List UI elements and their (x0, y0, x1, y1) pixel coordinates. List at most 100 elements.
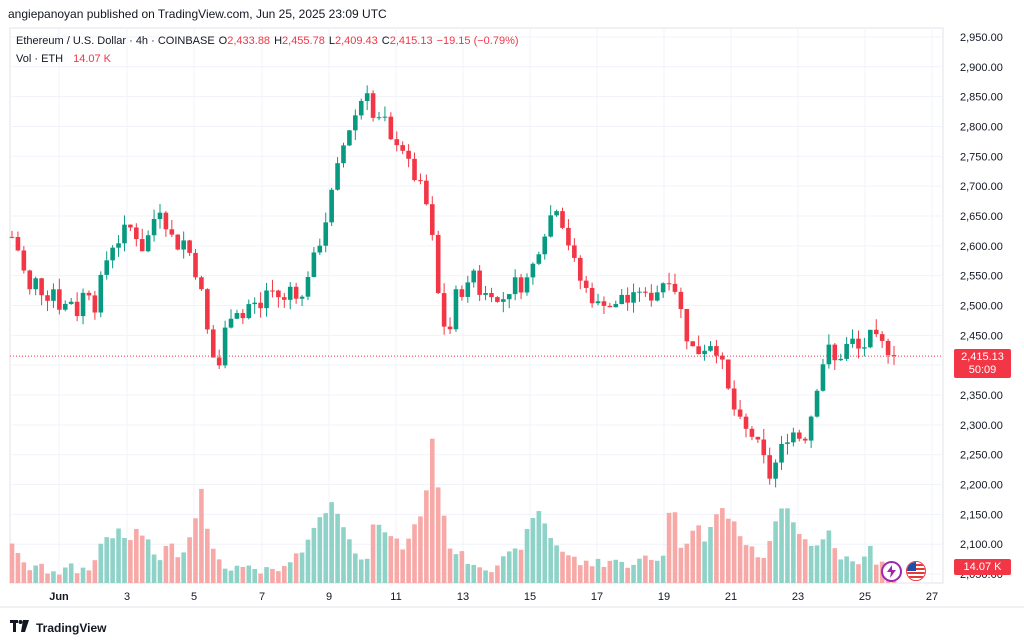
volume-bar (187, 537, 192, 583)
volume-bar (572, 556, 577, 583)
volume-bar (157, 560, 163, 583)
candle-body (749, 428, 755, 437)
volume-badge-value: 14.07 K (963, 561, 1002, 573)
candle-body (406, 150, 411, 159)
volume-bar (607, 560, 613, 583)
tradingview-logo-icon[interactable] (10, 620, 30, 635)
volume-bar (181, 552, 186, 583)
candle-body (293, 286, 299, 299)
volume-bar (725, 518, 731, 583)
candle-body (394, 139, 400, 146)
volume-bar (631, 564, 636, 583)
volume-value: 14.07 K (73, 53, 111, 65)
volume-bar (512, 548, 518, 583)
volume-bar (210, 548, 216, 583)
volume-bar (98, 543, 104, 583)
candle-body (240, 313, 246, 319)
candle-body (86, 292, 92, 296)
candle-body (358, 101, 364, 116)
chart-legend: Ethereum / U.S. Dollar · 4h · COINBASE O… (16, 34, 519, 66)
x-tick-label: Jun (49, 591, 69, 603)
y-tick-label: 2,950.00 (960, 32, 1003, 44)
volume-bar (376, 524, 382, 583)
candle-body (270, 290, 275, 292)
candle-body (347, 130, 352, 146)
volume-bar (252, 568, 257, 583)
close-value: 2,415.13 (389, 35, 433, 47)
x-tick-label: 11 (390, 591, 401, 603)
change-value: −19.15 (−0.79%) (436, 35, 519, 47)
volume-bar (743, 545, 749, 583)
volume-bar (323, 513, 329, 583)
volume-bar (601, 566, 607, 583)
volume-bar (15, 553, 21, 583)
volume-bar (589, 566, 595, 583)
candle-body (376, 117, 382, 119)
volume-bar (287, 562, 293, 583)
candle-body (873, 329, 879, 335)
x-tick-label: 9 (326, 591, 332, 603)
volume-bar (57, 574, 62, 583)
volume-bar (856, 564, 861, 583)
close-label: C (381, 35, 390, 47)
volume-bar (453, 554, 459, 583)
candle-body (501, 299, 506, 302)
candle-body (51, 289, 56, 301)
volume-bar (548, 537, 553, 583)
candle-body (891, 355, 897, 357)
volume-bar (33, 565, 38, 583)
volume-bar (554, 545, 559, 583)
volume-bar (122, 538, 127, 583)
x-tick-label: 19 (658, 591, 670, 603)
candle-body (364, 93, 370, 102)
us-flag-icon[interactable] (906, 561, 926, 581)
volume-bar (364, 558, 370, 583)
volume-bar (808, 545, 814, 583)
x-tick-label: 5 (191, 591, 197, 603)
candle-body (554, 211, 559, 216)
candle-body (583, 280, 589, 288)
volume-bar (128, 540, 133, 583)
volume-bar (9, 543, 15, 583)
candle-body (80, 292, 86, 317)
volume-bar (169, 543, 175, 583)
candle-body (92, 295, 98, 313)
symbol-label[interactable]: Ethereum / U.S. Dollar · 4h · COINBASE (16, 35, 215, 47)
y-tick-label: 2,100.00 (960, 539, 1003, 551)
candle-body (252, 302, 257, 305)
volume-bar (246, 565, 252, 583)
candle-body (625, 294, 630, 303)
candle-body (264, 290, 269, 309)
candle-body (826, 344, 832, 365)
ohlc-row: Ethereum / U.S. Dollar · 4h · COINBASE O… (16, 34, 519, 48)
volume-bar (228, 570, 234, 583)
candle-body (193, 252, 198, 278)
volume-bar (767, 541, 772, 583)
candle-body (104, 260, 110, 275)
candle-body (785, 442, 790, 444)
volume-bar (92, 560, 98, 583)
candle-body (613, 304, 619, 308)
candle-body (708, 346, 713, 351)
volume-bar (424, 490, 429, 583)
volume-bar (477, 567, 482, 583)
volume-bar (270, 568, 275, 583)
volume-bar (459, 551, 465, 583)
volume-row: Vol · ETH 14.07 K (16, 52, 519, 66)
candle-body (814, 390, 820, 417)
candle-body (808, 416, 814, 441)
volume-bar (696, 525, 701, 583)
candle-body (62, 303, 68, 310)
volume-bar (429, 438, 435, 583)
candle-body (791, 432, 796, 443)
candle-body (447, 326, 453, 330)
candle-body (690, 341, 696, 347)
candle-body (607, 305, 613, 308)
candle-body (566, 227, 571, 246)
volume-bar (394, 538, 400, 583)
lightning-icon[interactable] (881, 561, 902, 582)
volume-bar (240, 566, 246, 583)
volume-bar (335, 513, 340, 583)
candle-body (210, 329, 216, 358)
